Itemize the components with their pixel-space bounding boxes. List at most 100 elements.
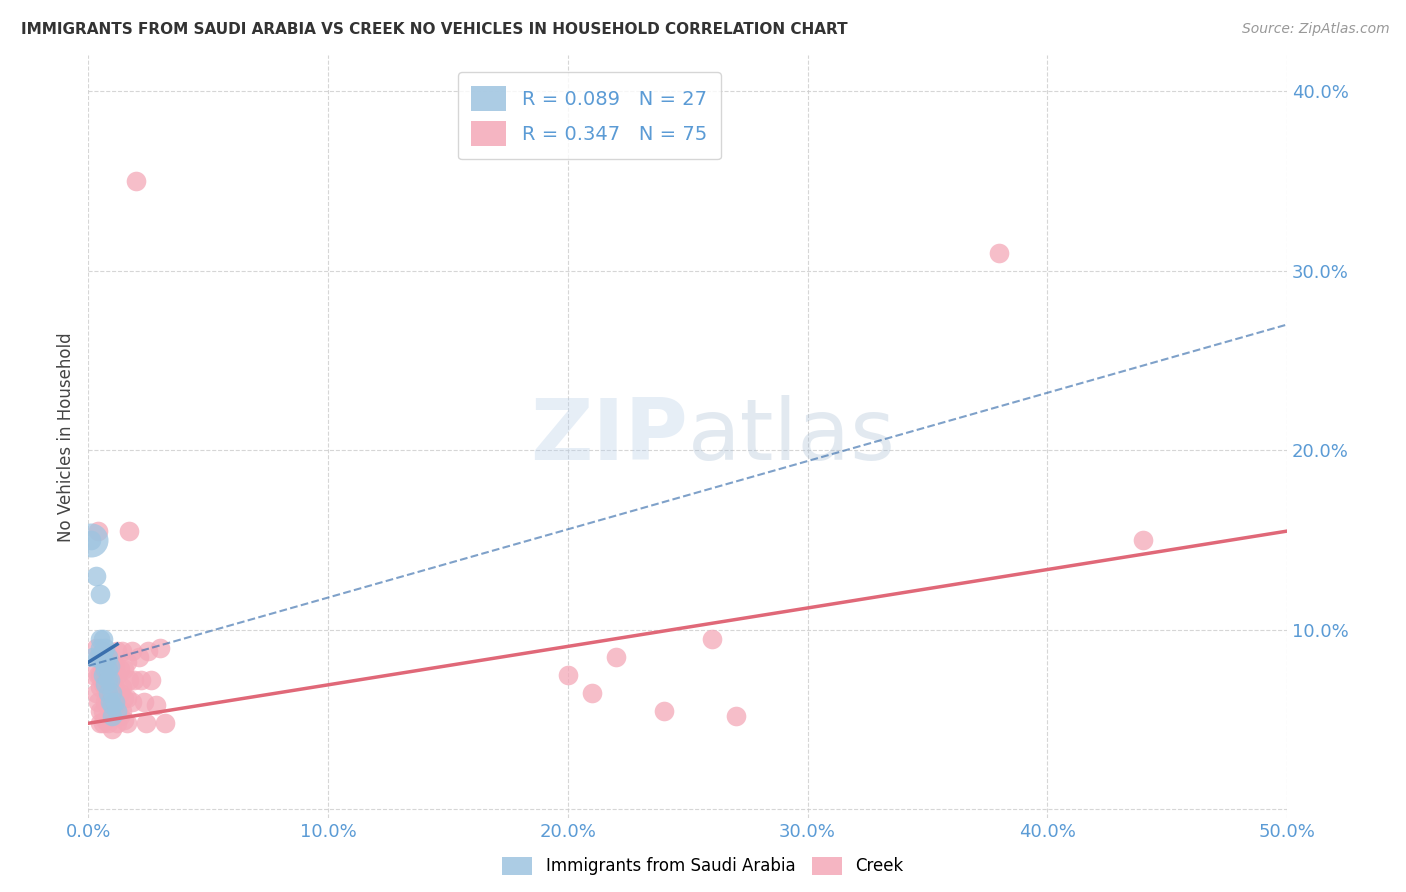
Point [101,686,124,700]
Point [87,649,110,664]
Point [101,686,124,700]
Point [115,655,138,669]
Point [101,709,124,723]
Point [94,662,117,676]
Point [153,716,176,731]
Point [91,704,114,718]
Point [98,673,121,688]
Point [105,716,128,731]
Point [581,686,603,700]
Text: atlas: atlas [688,395,896,478]
Point [89,632,111,646]
Point [94,662,117,676]
Point [87,524,110,538]
Point [98,658,121,673]
Point [98,695,121,709]
Point [80,533,103,547]
Point [724,709,747,723]
Point [89,587,111,601]
Point [652,704,675,718]
Point [135,716,157,731]
Point [115,716,138,731]
Point [118,673,141,688]
Point [89,681,111,695]
Point [104,681,127,695]
Point [91,644,114,658]
Point [89,716,111,731]
Point [149,640,172,655]
Point [121,695,143,709]
Point [94,681,117,695]
Point [84,686,107,700]
Point [112,713,135,727]
Point [84,569,107,583]
Point [101,667,124,681]
Point [145,698,167,713]
Point [105,667,128,681]
Legend: Immigrants from Saudi Arabia, Creek: Immigrants from Saudi Arabia, Creek [496,850,910,882]
Point [84,640,107,655]
Point [105,644,128,658]
Point [111,644,134,658]
Point [87,667,110,681]
Point [94,695,117,709]
Point [108,709,131,723]
Point [112,691,135,706]
Point [89,667,111,681]
Point [89,704,111,718]
Y-axis label: No Vehicles in Household: No Vehicles in Household [58,332,75,541]
Point [94,640,117,655]
Point [80,533,103,547]
Point [91,632,114,646]
Point [87,695,110,709]
Point [98,704,121,718]
Point [104,695,127,709]
Point [91,667,114,681]
Point [121,644,143,658]
Point [98,658,121,673]
Point [104,698,127,713]
Point [1132,533,1154,547]
Point [91,644,114,658]
Point [125,174,148,188]
Point [101,704,124,718]
Point [91,662,114,676]
Point [96,673,118,688]
Point [557,667,579,681]
Point [122,673,145,688]
Point [112,662,135,676]
Point [94,649,117,664]
Point [82,649,104,664]
Point [82,667,104,681]
Point [91,716,114,731]
Point [96,649,118,664]
Point [96,677,118,691]
Point [96,686,118,700]
Point [129,673,152,688]
Point [105,691,128,706]
Point [132,695,155,709]
Point [89,640,111,655]
Text: ZIP: ZIP [530,395,688,478]
Point [96,662,118,676]
Point [128,649,150,664]
Point [111,704,134,718]
Point [111,681,134,695]
Point [108,662,131,676]
Legend: R = 0.089   N = 27, R = 0.347   N = 75: R = 0.089 N = 27, R = 0.347 N = 75 [458,72,721,160]
Point [104,658,127,673]
Point [108,686,131,700]
Point [89,649,111,664]
Point [94,713,117,727]
Point [605,649,627,664]
Point [98,686,121,700]
Point [101,698,124,713]
Text: IMMIGRANTS FROM SAUDI ARABIA VS CREEK NO VEHICLES IN HOUSEHOLD CORRELATION CHART: IMMIGRANTS FROM SAUDI ARABIA VS CREEK NO… [21,22,848,37]
Point [988,245,1011,260]
Point [115,691,138,706]
Point [91,677,114,691]
Point [96,716,118,731]
Point [96,649,118,664]
Point [96,662,118,676]
Point [118,524,141,538]
